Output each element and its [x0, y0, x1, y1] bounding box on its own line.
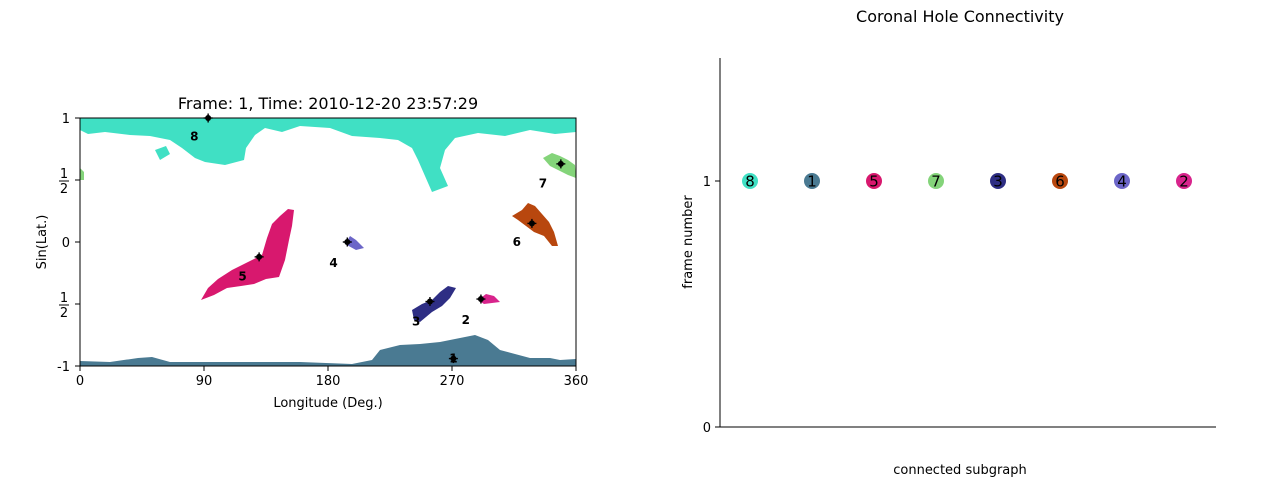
hole-centroid-marker [342, 237, 352, 247]
connectivity-y-axis-label: frame number [681, 195, 696, 289]
hole-label: 4 [329, 256, 337, 270]
connectivity-node-label: 5 [869, 173, 879, 191]
connectivity-node [928, 173, 944, 189]
connectivity-node-label: 8 [745, 173, 755, 191]
map-y-tick-numerator: 1 [60, 291, 68, 306]
connectivity-node [1176, 173, 1192, 189]
region-hole-5 [201, 209, 294, 300]
map-x-tick-label: 270 [440, 374, 465, 389]
map-title: Frame: 1, Time: 2010-12-20 23:57:29 [178, 94, 478, 113]
coronal-hole-regions [80, 118, 576, 366]
connectivity-node-label: 2 [1179, 173, 1189, 191]
map-y-tick-label: 1 [62, 112, 70, 127]
connectivity-node [1052, 173, 1068, 189]
map-y-tick-label: 0 [62, 236, 70, 251]
map-x-axis-label: Longitude (Deg.) [273, 396, 382, 411]
region-hole-2 [478, 294, 500, 304]
connectivity-node [990, 173, 1006, 189]
map-markers: 8 1 5 7 3 6 4 2 [190, 113, 566, 366]
hole-centroid-marker [527, 218, 537, 228]
hole-label: 7 [539, 177, 547, 191]
connectivity-x-axis-label: connected subgraph [893, 463, 1027, 478]
region-hole-4 [345, 236, 364, 250]
region-hole-3 [412, 286, 456, 322]
connectivity-y-tick-label: 0 [703, 421, 711, 436]
map-y-tick-numerator: 1 [60, 167, 68, 182]
region-hole-7-wrap [80, 168, 84, 180]
map-x-tick-label: 0 [76, 374, 84, 389]
map-y-tick-label: 12 [59, 291, 69, 321]
map-x-ticks: 0 90 180 270 360 [76, 366, 589, 389]
hole-centroid-marker [476, 294, 486, 304]
hole-label: 1 [449, 352, 457, 366]
hole-label: 5 [238, 270, 246, 284]
hole-label: 2 [462, 313, 470, 327]
map-y-tick-denominator: 2 [60, 182, 68, 197]
hole-label: 3 [412, 314, 420, 328]
region-hole-6 [512, 203, 558, 246]
connectivity-nodes: 8 1 5 7 3 6 4 2 [742, 173, 1192, 191]
hole-centroid-marker [425, 297, 435, 307]
connectivity-y-tick-label: 1 [703, 175, 711, 190]
map-x-tick-label: 180 [316, 374, 341, 389]
connectivity-title: Coronal Hole Connectivity [856, 7, 1064, 26]
map-x-tick-label: 90 [196, 374, 213, 389]
region-north-polar-fragment [155, 146, 170, 160]
connectivity-node-label: 6 [1055, 173, 1065, 191]
map-y-tick-denominator: 2 [60, 306, 68, 321]
connectivity-node-label: 7 [931, 173, 941, 191]
coronal-hole-map: Frame: 1, Time: 2010-12-20 23:57:29 8 1 5 7… [35, 94, 588, 411]
connectivity-node [742, 173, 758, 189]
region-south-polar-hole [80, 335, 576, 366]
map-y-axis-label: Sin(Lat.) [35, 215, 50, 270]
connectivity-node-label: 4 [1117, 173, 1127, 191]
connectivity-node [1114, 173, 1130, 189]
connectivity-node-label: 1 [807, 173, 817, 191]
hole-label: 6 [513, 235, 521, 249]
map-x-tick-label: 360 [564, 374, 589, 389]
connectivity-y-ticks: 01 [703, 175, 720, 436]
hole-centroid-marker [556, 159, 566, 169]
map-y-tick-label: -1 [57, 360, 70, 375]
connectivity-node-label: 3 [993, 173, 1003, 191]
connectivity-node [804, 173, 820, 189]
region-north-polar-hole [80, 118, 576, 192]
hole-centroid-marker [448, 354, 458, 364]
connectivity-node [866, 173, 882, 189]
hole-centroid-marker [254, 252, 264, 262]
map-axes-frame [79, 117, 577, 367]
map-y-tick-label: 12 [59, 167, 69, 197]
hole-label: 8 [190, 130, 198, 144]
